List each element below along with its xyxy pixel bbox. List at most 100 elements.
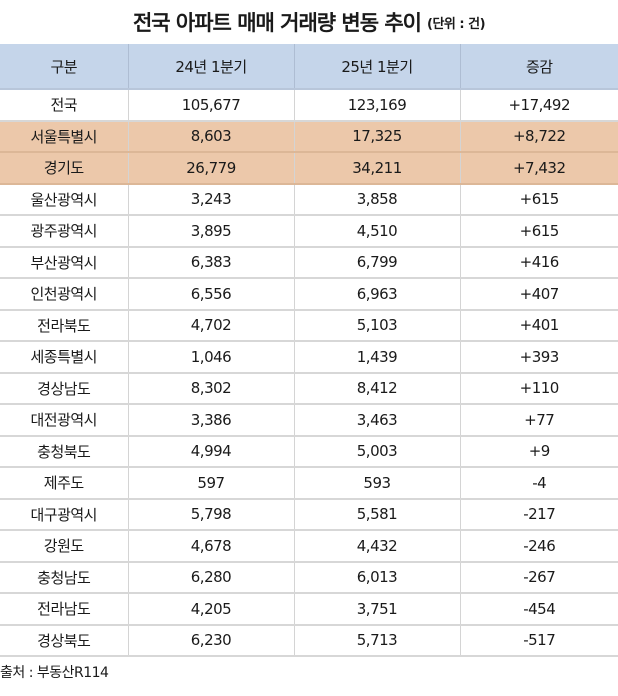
cell-region: 광주광역시	[0, 215, 128, 248]
table-row: 인천광역시 6,556 6,963 +407	[0, 278, 618, 311]
cell-region: 전국	[0, 89, 128, 122]
table-row: 충청남도 6,280 6,013 -267	[0, 561, 618, 594]
cell-region: 대전광역시	[0, 404, 128, 437]
unit-label: (단위 : 건)	[427, 16, 486, 32]
cell-q1-2025: 5,581	[293, 498, 460, 531]
cell-region: 전라북도	[0, 309, 128, 342]
cell-region: 울산광역시	[0, 183, 128, 216]
cell-q1-2025: 6,013	[293, 561, 460, 594]
table-row: 울산광역시 3,243 3,858 +615	[0, 183, 618, 216]
cell-region: 부산광역시	[0, 246, 128, 279]
page-title: 전국 아파트 매매 거래량 변동 추이	[132, 11, 422, 35]
table-row: 강원도 4,678 4,432 -246	[0, 530, 618, 563]
cell-q1-2025: 593	[293, 467, 460, 500]
cell-q1-2025: 4,432	[293, 530, 460, 563]
cell-q1-2025: 6,963	[293, 278, 460, 311]
table-row: 서울특별시 8,603 17,325 +8,722	[0, 120, 618, 153]
table-row: 부산광역시 6,383 6,799 +416	[0, 246, 618, 279]
cell-q1-2024: 8,302	[127, 372, 294, 405]
cell-region: 제주도	[0, 467, 128, 500]
cell-q1-2025: 3,463	[293, 404, 460, 437]
table-body: 전국 105,677 123,169 +17,492 서울특별시 8,603 17,325 +…	[0, 89, 618, 657]
cell-region: 서울특별시	[0, 120, 128, 153]
table-row: 경상북도 6,230 5,713 -517	[0, 624, 618, 657]
transaction-volume-table: 구분 24년 1분기 25년 1분기 증감 전국 105,677 123,169 +1…	[0, 44, 618, 657]
source-note: 출처 : 부동산R114	[0, 665, 109, 681]
cell-region: 경상남도	[0, 372, 128, 405]
cell-region: 강원도	[0, 530, 128, 563]
cell-change: -517	[459, 624, 618, 657]
cell-q1-2024: 597	[127, 467, 294, 500]
cell-change: +110	[459, 372, 618, 405]
table-row: 전라북도 4,702 5,103 +401	[0, 309, 618, 342]
cell-q1-2024: 4,702	[127, 309, 294, 342]
cell-q1-2025: 5,103	[293, 309, 460, 342]
cell-q1-2024: 1,046	[127, 341, 294, 374]
cell-region: 전라남도	[0, 593, 128, 626]
cell-change: +416	[459, 246, 618, 279]
cell-q1-2025: 8,412	[293, 372, 460, 405]
table-row: 충청북도 4,994 5,003 +9	[0, 435, 618, 468]
cell-region: 세종특별시	[0, 341, 128, 374]
column-header-region: 구분	[0, 44, 128, 90]
cell-q1-2024: 4,205	[127, 593, 294, 626]
cell-change: -267	[459, 561, 618, 594]
cell-change: +9	[459, 435, 618, 468]
cell-region: 대구광역시	[0, 498, 128, 531]
cell-q1-2025: 5,713	[293, 624, 460, 657]
cell-change: +77	[459, 404, 618, 437]
cell-change: +615	[459, 183, 618, 216]
cell-q1-2024: 4,678	[127, 530, 294, 563]
cell-q1-2024: 6,280	[127, 561, 294, 594]
table-header-row: 구분 24년 1분기 25년 1분기 증감	[0, 44, 618, 90]
cell-change: +7,432	[459, 152, 618, 185]
cell-q1-2025: 5,003	[293, 435, 460, 468]
cell-q1-2025: 17,325	[293, 120, 460, 153]
cell-change: +393	[459, 341, 618, 374]
cell-q1-2024: 26,779	[127, 152, 294, 185]
cell-q1-2024: 3,895	[127, 215, 294, 248]
table-row: 광주광역시 3,895 4,510 +615	[0, 215, 618, 248]
column-header-q1-2024: 24년 1분기	[127, 44, 294, 90]
cell-change: +615	[459, 215, 618, 248]
cell-q1-2024: 6,230	[127, 624, 294, 657]
table-row: 경기도 26,779 34,211 +7,432	[0, 152, 618, 185]
cell-q1-2024: 6,383	[127, 246, 294, 279]
cell-q1-2024: 6,556	[127, 278, 294, 311]
cell-change: -246	[459, 530, 618, 563]
table-row: 전국 105,677 123,169 +17,492	[0, 89, 618, 122]
cell-change: -4	[459, 467, 618, 500]
cell-region: 경상북도	[0, 624, 128, 657]
cell-q1-2025: 3,751	[293, 593, 460, 626]
cell-q1-2025: 123,169	[293, 89, 460, 122]
cell-q1-2025: 6,799	[293, 246, 460, 279]
cell-q1-2024: 105,677	[127, 89, 294, 122]
title-bar: 전국 아파트 매매 거래량 변동 추이 (단위 : 건)	[0, 0, 618, 44]
column-header-q1-2025: 25년 1분기	[293, 44, 460, 90]
cell-change: +407	[459, 278, 618, 311]
table-row: 경상남도 8,302 8,412 +110	[0, 372, 618, 405]
cell-q1-2024: 3,386	[127, 404, 294, 437]
column-header-change: 증감	[459, 44, 618, 90]
cell-q1-2025: 1,439	[293, 341, 460, 374]
cell-q1-2024: 8,603	[127, 120, 294, 153]
cell-region: 충청북도	[0, 435, 128, 468]
cell-q1-2024: 3,243	[127, 183, 294, 216]
cell-region: 경기도	[0, 152, 128, 185]
cell-q1-2024: 5,798	[127, 498, 294, 531]
cell-q1-2024: 4,994	[127, 435, 294, 468]
table-row: 제주도 597 593 -4	[0, 467, 618, 500]
cell-region: 인천광역시	[0, 278, 128, 311]
table-row: 대전광역시 3,386 3,463 +77	[0, 404, 618, 437]
cell-q1-2025: 34,211	[293, 152, 460, 185]
table-row: 전라남도 4,205 3,751 -454	[0, 593, 618, 626]
cell-change: -454	[459, 593, 618, 626]
cell-q1-2025: 3,858	[293, 183, 460, 216]
cell-change: +8,722	[459, 120, 618, 153]
cell-change: +17,492	[459, 89, 618, 122]
table-row: 세종특별시 1,046 1,439 +393	[0, 341, 618, 374]
cell-change: -217	[459, 498, 618, 531]
cell-region: 충청남도	[0, 561, 128, 594]
table-row: 대구광역시 5,798 5,581 -217	[0, 498, 618, 531]
cell-q1-2025: 4,510	[293, 215, 460, 248]
